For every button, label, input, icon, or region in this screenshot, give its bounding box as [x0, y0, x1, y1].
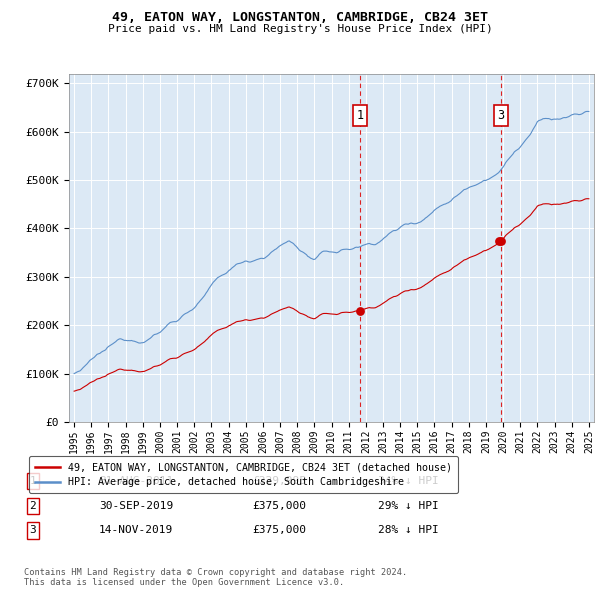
Text: Contains HM Land Registry data © Crown copyright and database right 2024.: Contains HM Land Registry data © Crown c… — [24, 568, 407, 577]
Text: 49, EATON WAY, LONGSTANTON, CAMBRIDGE, CB24 3ET: 49, EATON WAY, LONGSTANTON, CAMBRIDGE, C… — [112, 11, 488, 24]
Text: 1: 1 — [356, 109, 364, 122]
Point — [494, 236, 503, 245]
Text: £229,995: £229,995 — [252, 476, 306, 486]
Text: 34% ↓ HPI: 34% ↓ HPI — [378, 476, 439, 486]
Text: £375,000: £375,000 — [252, 526, 306, 535]
Text: Price paid vs. HM Land Registry's House Price Index (HPI): Price paid vs. HM Land Registry's House … — [107, 24, 493, 34]
Text: 3: 3 — [497, 109, 505, 122]
Point — [355, 306, 365, 316]
Text: £375,000: £375,000 — [252, 501, 306, 510]
Text: 14-NOV-2019: 14-NOV-2019 — [99, 526, 173, 535]
Text: This data is licensed under the Open Government Licence v3.0.: This data is licensed under the Open Gov… — [24, 578, 344, 587]
Legend: 49, EATON WAY, LONGSTANTON, CAMBRIDGE, CB24 3ET (detached house), HPI: Average p: 49, EATON WAY, LONGSTANTON, CAMBRIDGE, C… — [29, 456, 458, 493]
Text: 31-AUG-2011: 31-AUG-2011 — [99, 476, 173, 486]
Text: 30-SEP-2019: 30-SEP-2019 — [99, 501, 173, 510]
Text: 1: 1 — [29, 476, 37, 486]
Text: 29% ↓ HPI: 29% ↓ HPI — [378, 501, 439, 510]
Text: 3: 3 — [29, 526, 37, 535]
Text: 28% ↓ HPI: 28% ↓ HPI — [378, 526, 439, 535]
Point — [496, 236, 506, 245]
Text: 2: 2 — [29, 501, 37, 510]
